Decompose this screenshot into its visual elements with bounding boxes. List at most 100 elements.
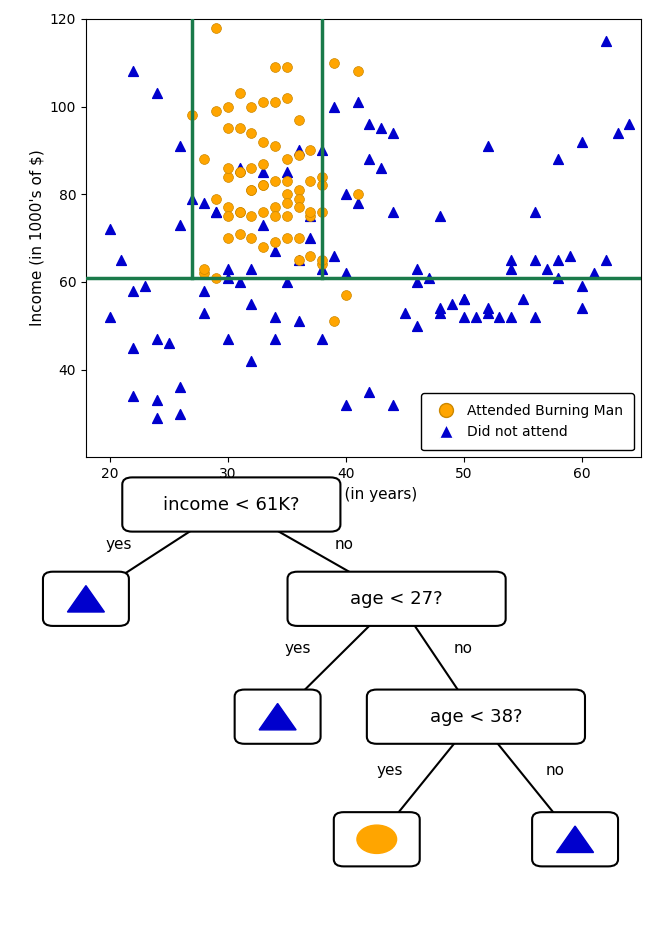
Point	[187, 108, 198, 123]
Point	[234, 274, 245, 290]
Point	[423, 270, 434, 285]
Point	[211, 191, 221, 207]
Point	[293, 182, 304, 197]
Point	[376, 121, 387, 136]
Point	[222, 200, 233, 215]
Point	[151, 86, 162, 101]
Point	[317, 261, 327, 276]
Point	[270, 243, 280, 258]
Point	[305, 174, 316, 189]
Text: yes: yes	[377, 764, 403, 778]
Point	[352, 94, 363, 109]
Point	[388, 205, 399, 220]
Point	[211, 205, 221, 220]
Point	[246, 208, 256, 223]
Point	[246, 261, 256, 276]
Point	[234, 205, 245, 220]
Point	[222, 230, 233, 245]
Polygon shape	[557, 826, 594, 852]
Point	[506, 309, 516, 324]
Point	[282, 274, 292, 290]
Point	[270, 235, 280, 250]
Point	[246, 182, 256, 197]
Point	[293, 314, 304, 329]
Point	[305, 205, 316, 220]
Point	[175, 218, 186, 233]
Point	[258, 240, 268, 255]
Circle shape	[357, 825, 397, 853]
Point	[305, 248, 316, 263]
Point	[222, 169, 233, 184]
Point	[211, 205, 221, 220]
Text: yes: yes	[106, 538, 132, 552]
Point	[270, 174, 280, 189]
Point	[506, 253, 516, 268]
Point	[116, 253, 127, 268]
Point	[293, 147, 304, 162]
Point	[234, 86, 245, 101]
Point	[518, 292, 528, 307]
Point	[234, 205, 245, 220]
Point	[222, 270, 233, 285]
Point	[139, 279, 150, 294]
Point	[352, 195, 363, 210]
Point	[282, 195, 292, 210]
Point	[317, 331, 327, 346]
Point	[163, 336, 174, 351]
Point	[282, 174, 292, 189]
Point	[305, 208, 316, 223]
Point	[246, 99, 256, 114]
Point	[258, 94, 268, 109]
Point	[222, 261, 233, 276]
Polygon shape	[259, 703, 296, 730]
Point	[317, 178, 327, 193]
Point	[258, 205, 268, 220]
Point	[459, 309, 469, 324]
Point	[376, 160, 387, 175]
Point	[270, 200, 280, 215]
Point	[270, 208, 280, 223]
Point	[270, 139, 280, 154]
Point	[222, 160, 233, 175]
Point	[199, 306, 210, 321]
Point	[187, 191, 198, 207]
Point	[246, 230, 256, 245]
Polygon shape	[67, 586, 104, 612]
Point	[282, 230, 292, 245]
Point	[246, 125, 256, 141]
Point	[293, 191, 304, 207]
Text: age < 27?: age < 27?	[350, 589, 443, 608]
Point	[411, 318, 422, 333]
FancyBboxPatch shape	[122, 477, 340, 532]
Point	[388, 125, 399, 141]
Point	[483, 306, 493, 321]
Point	[317, 253, 327, 268]
Point	[305, 230, 316, 245]
Point	[175, 139, 186, 154]
Point	[293, 112, 304, 127]
Point	[340, 288, 351, 303]
Point	[364, 384, 375, 399]
Point	[246, 160, 256, 175]
Point	[199, 283, 210, 298]
Point	[199, 261, 210, 276]
Point	[293, 142, 304, 157]
Point	[388, 397, 399, 412]
Point	[258, 178, 268, 193]
Point	[246, 296, 256, 311]
Point	[459, 292, 469, 307]
Point	[293, 253, 304, 268]
Point	[329, 99, 339, 114]
Point	[577, 301, 588, 316]
Text: income < 61K?: income < 61K?	[163, 495, 299, 514]
Point	[258, 156, 268, 171]
Point	[211, 270, 221, 285]
Point	[447, 296, 457, 311]
Point	[317, 256, 327, 272]
Point	[364, 117, 375, 132]
Point	[151, 331, 162, 346]
Point	[293, 253, 304, 268]
Point	[506, 261, 516, 276]
Point	[282, 59, 292, 74]
FancyBboxPatch shape	[532, 812, 618, 867]
